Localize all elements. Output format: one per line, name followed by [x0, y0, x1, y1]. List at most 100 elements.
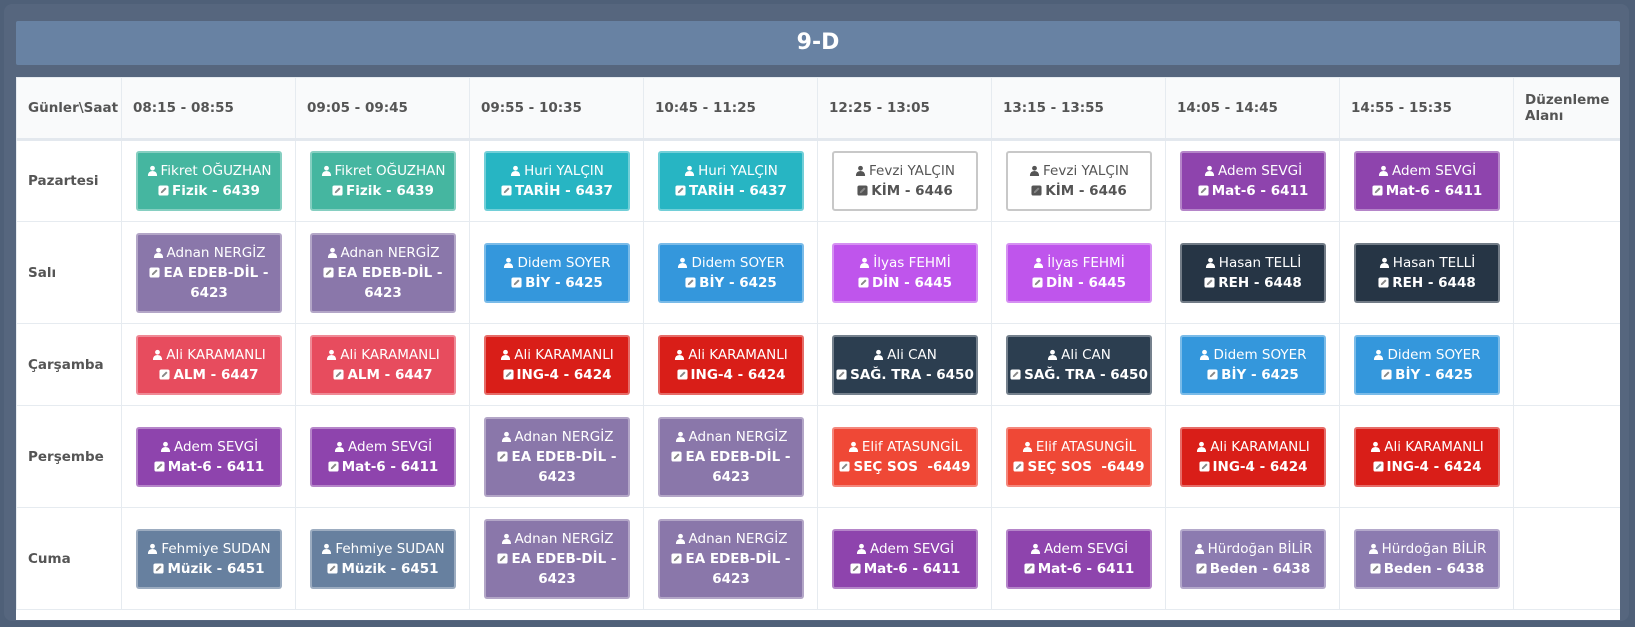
teacher-name: Didem SOYER	[1387, 346, 1481, 363]
user-icon	[855, 165, 866, 176]
user-icon	[1200, 349, 1210, 360]
column-header: 10:45 - 11:25	[643, 77, 818, 141]
teacher-line: Adem SEVGİ	[140, 437, 278, 457]
teacher-name: Ali CAN	[1061, 346, 1111, 363]
course-name: EA EDEB-DİL - 6423	[685, 550, 796, 587]
user-icon	[321, 165, 331, 176]
user-icon	[1204, 165, 1215, 176]
course-line: SAĞ. TRA - 6450	[836, 365, 974, 385]
lesson-box: Ali KARAMANLI ING-4 - 6424	[484, 334, 630, 395]
lesson-cell: Adem SEVGİ Mat-6 - 6411	[1339, 139, 1514, 222]
teacher-line: Adnan NERGİZ	[662, 529, 800, 549]
teacher-line: Ali KARAMANLI	[1358, 437, 1496, 457]
course-name: ING-4 - 6424	[690, 366, 786, 383]
lesson-box: Didem SOYER BİY - 6425	[1180, 334, 1326, 395]
course-line: REH - 6448	[1184, 273, 1322, 293]
course-line: BİY - 6425	[488, 273, 626, 293]
user-icon	[1379, 257, 1389, 268]
user-icon	[511, 165, 521, 176]
teacher-line: Adnan NERGİZ	[488, 427, 626, 447]
course-name: Fizik - 6439	[172, 183, 260, 199]
edit-icon	[858, 276, 869, 288]
course-name: BİY - 6425	[699, 274, 777, 291]
course-line: SEÇ SOS -6449	[1010, 457, 1148, 477]
lesson-cell: Adnan NERGİZ EA EDEB-DİL - 6423	[469, 405, 644, 508]
teacher-name: Fevzi YALÇIN	[1043, 163, 1129, 179]
teacher-name: Elif ATASUNGİL	[861, 438, 963, 455]
edit-icon	[323, 266, 335, 278]
course-line: TARİH - 6437	[488, 181, 626, 201]
edit-icon	[1010, 368, 1021, 380]
teacher-line: Fehmiye SUDAN	[140, 539, 278, 559]
teacher-name: Ali KARAMANLI	[340, 346, 440, 363]
course-name: ALM - 6447	[347, 366, 433, 383]
edit-area-cell	[1513, 221, 1620, 324]
lesson-box: Ali KARAMANLI ALM - 6447	[136, 334, 282, 395]
edit-icon	[497, 450, 509, 462]
user-icon	[153, 349, 163, 360]
user-icon	[147, 165, 157, 176]
teacher-name: Huri YALÇIN	[524, 163, 604, 179]
edit-icon	[1198, 460, 1210, 472]
day-label: Salı	[16, 221, 122, 324]
user-icon	[1048, 349, 1058, 360]
lesson-cell: Adnan NERGİZ EA EDEB-DİL - 6423	[643, 507, 818, 610]
course-line: EA EDEB-DİL - 6423	[662, 549, 800, 589]
course-name: TARİH - 6437	[515, 183, 613, 199]
lesson-box: Adem SEVGİ Mat-6 - 6411	[1006, 528, 1152, 589]
day-row: Salı Adnan NERGİZ EA EDEB-DİL - 6423 Adnan …	[16, 221, 1620, 324]
lesson-box: Huri YALÇIN TARİH - 6437	[484, 151, 630, 211]
course-line: Mat-6 - 6411	[140, 457, 278, 477]
edit-icon	[502, 368, 514, 380]
edit-area-cell	[1513, 139, 1620, 222]
course-name: ING-4 - 6424	[1212, 458, 1308, 475]
course-line: Fizik - 6439	[140, 181, 278, 201]
teacher-line: Hasan TELLİ	[1358, 253, 1496, 273]
course-line: Mat-6 - 6411	[836, 559, 974, 579]
user-icon	[153, 247, 163, 258]
lesson-box: Fikret OĞUZHAN Fizik - 6439	[136, 151, 282, 211]
user-icon	[848, 441, 858, 452]
day-label: Pazartesi	[16, 139, 122, 222]
edit-area-cell	[1513, 323, 1620, 406]
lesson-box: Adnan NERGİZ EA EDEB-DİL - 6423	[136, 232, 282, 313]
user-icon	[322, 543, 332, 554]
edit-icon	[511, 276, 522, 288]
user-icon	[675, 431, 685, 442]
teacher-line: Adnan NERGİZ	[314, 243, 452, 263]
teacher-line: Huri YALÇIN	[488, 161, 626, 181]
day-row: Cuma Fehmiye SUDAN Müzik - 6451 Fehmiye SUD…	[16, 507, 1620, 610]
edit-icon	[497, 552, 509, 564]
course-name: EA EDEB-DİL - 6423	[163, 264, 274, 301]
teacher-name: Adem SEVGİ	[1391, 163, 1477, 179]
lesson-box: İlyas FEHMİ DİN - 6445	[1006, 242, 1152, 303]
course-name: Beden - 6438	[1383, 560, 1485, 577]
lesson-box: Adem SEVGİ Mat-6 - 6411	[832, 528, 978, 589]
teacher-line: Adem SEVGİ	[1010, 539, 1148, 559]
teacher-line: Ali KARAMANLI	[488, 345, 626, 365]
teacher-name: Adem SEVGİ	[173, 438, 259, 455]
user-icon	[327, 349, 337, 360]
teacher-line: Hürdoğan BİLİR	[1358, 539, 1496, 559]
lesson-box: Adem SEVGİ Mat-6 - 6411	[310, 426, 456, 487]
lesson-cell: Elif ATASUNGİL SEÇ SOS -6449	[991, 405, 1166, 508]
edit-icon	[857, 185, 868, 196]
user-icon	[148, 543, 158, 554]
user-icon	[675, 533, 685, 544]
day-row: Perşembe Adem SEVGİ Mat-6 - 6411 Adem SEVGİ…	[16, 405, 1620, 508]
column-header: 09:05 - 09:45	[295, 77, 470, 141]
edit-icon	[501, 185, 512, 196]
user-icon	[501, 349, 511, 360]
lesson-cell: Ali KARAMANLI ING-4 - 6424	[469, 323, 644, 406]
edit-icon	[675, 185, 686, 196]
teacher-name: Adnan NERGİZ	[166, 244, 266, 261]
edit-icon	[327, 562, 338, 574]
lesson-box: Hasan TELLİ REH - 6448	[1180, 242, 1326, 303]
teacher-line: Adem SEVGİ	[1184, 161, 1322, 181]
user-icon	[1034, 257, 1044, 268]
course-line: KİM - 6446	[836, 181, 974, 201]
lesson-box: Fevzi YALÇIN KİM - 6446	[1006, 151, 1152, 211]
course-line: SAĞ. TRA - 6450	[1010, 365, 1148, 385]
course-line: Mat-6 - 6411	[314, 457, 452, 477]
